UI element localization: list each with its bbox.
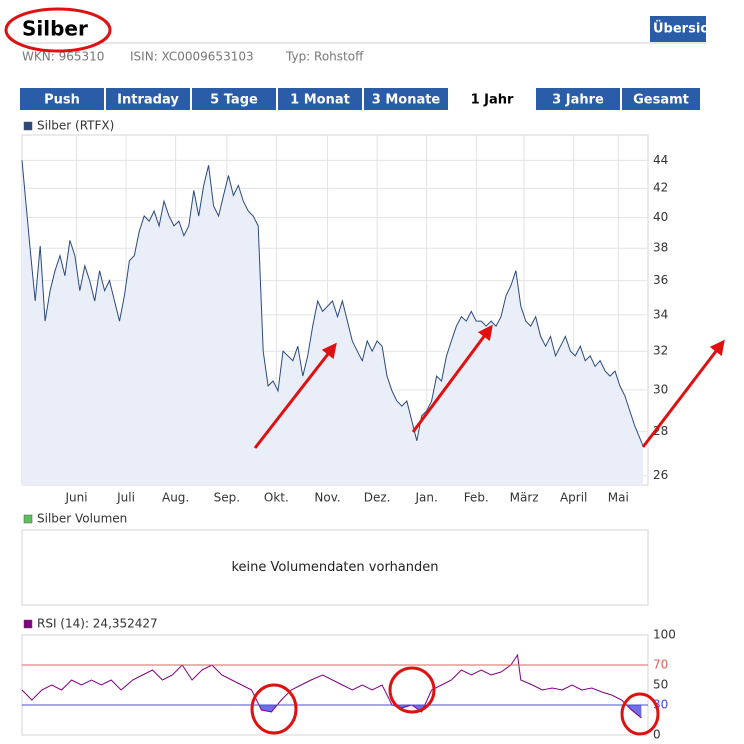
legend-swatch [23, 619, 33, 629]
type: Typ: Rohstoff [285, 50, 364, 64]
x-tick-label: Aug. [162, 491, 189, 505]
x-tick-label: Okt. [264, 491, 289, 505]
legend-swatch [23, 514, 33, 524]
y-tick-label: 50 [653, 678, 668, 692]
annotation-arrow [641, 339, 725, 448]
tab[interactable] [20, 88, 104, 110]
x-tick-label: Feb. [464, 491, 489, 505]
title: Silber [22, 17, 88, 41]
overview-button[interactable] [650, 16, 706, 42]
y-tick-label: 100 [653, 628, 676, 642]
tab[interactable] [364, 88, 448, 110]
annotation-arrow [253, 342, 337, 449]
legend-label: RSI (14): 24,352427 [37, 617, 158, 631]
y-tick-label: 0 [653, 728, 661, 742]
x-tick-label: April [560, 491, 587, 505]
tab-label[interactable]: 3 Monate [372, 93, 441, 108]
annotation-circle [620, 692, 660, 736]
y-tick-label: 30 [653, 382, 668, 396]
isin: ISIN: XC0009653103 [130, 50, 254, 64]
tab[interactable] [536, 88, 620, 110]
area [22, 160, 644, 486]
y-tick-label: 38 [653, 241, 668, 255]
x-tick-label: Juni [64, 491, 87, 505]
tab-label[interactable]: 1 Monat [290, 93, 350, 108]
x-tick-label: Juli [116, 491, 135, 505]
reference-label: 70 [653, 658, 668, 672]
legend-label: Silber (RTFX) [37, 119, 114, 133]
annotations [4, 7, 725, 736]
tab-label[interactable]: 1 Jahr [471, 93, 514, 108]
legend-label: Silber Volumen [37, 512, 127, 526]
tab-label[interactable]: Gesamt [633, 93, 689, 108]
y-tick-label: 44 [653, 153, 668, 167]
tab[interactable] [106, 88, 190, 110]
y-tick-label: 36 [653, 273, 668, 287]
line [21, 653, 642, 719]
x-tick-label: Dez. [364, 491, 391, 505]
tabs: Push Intraday 5 Tage 1 Monat 3 Monate 1 Jahr 3… [20, 88, 700, 110]
wkn: WKN: 965310 [22, 50, 104, 64]
tab[interactable] [450, 88, 534, 110]
legend-swatch [23, 121, 33, 131]
y-tick-label: 40 [653, 210, 668, 224]
y-tick-label: 26 [653, 468, 668, 482]
line [21, 160, 644, 446]
annotation-arrow [411, 324, 493, 433]
tab-label[interactable]: 3 Jahre [552, 93, 604, 108]
annotation-ellipse [4, 7, 112, 53]
tab[interactable] [622, 88, 700, 110]
y-tick-label: 32 [653, 344, 668, 358]
x-tick-label: Nov. [314, 491, 340, 505]
tab[interactable] [192, 88, 276, 110]
x-tick-label: Sep. [214, 491, 240, 505]
message: keine Volumendaten vorhanden [231, 560, 438, 575]
tab-label[interactable]: 5 Tage [210, 93, 258, 108]
tab[interactable] [278, 88, 362, 110]
x-tick-label: Mai [608, 491, 629, 505]
overview-button-label[interactable]: Übersic [653, 21, 708, 37]
y-tick-label: 42 [653, 181, 668, 195]
x-tick-label: März [510, 491, 539, 505]
tab-label[interactable]: Push [44, 93, 80, 108]
plot-frame [21, 529, 649, 606]
annotation-circle [388, 666, 436, 714]
x-tick-label: Jan. [415, 491, 438, 505]
annotation-circle [250, 683, 298, 735]
tab-label[interactable]: Intraday [117, 93, 179, 108]
y-tick-label: 34 [653, 307, 668, 321]
